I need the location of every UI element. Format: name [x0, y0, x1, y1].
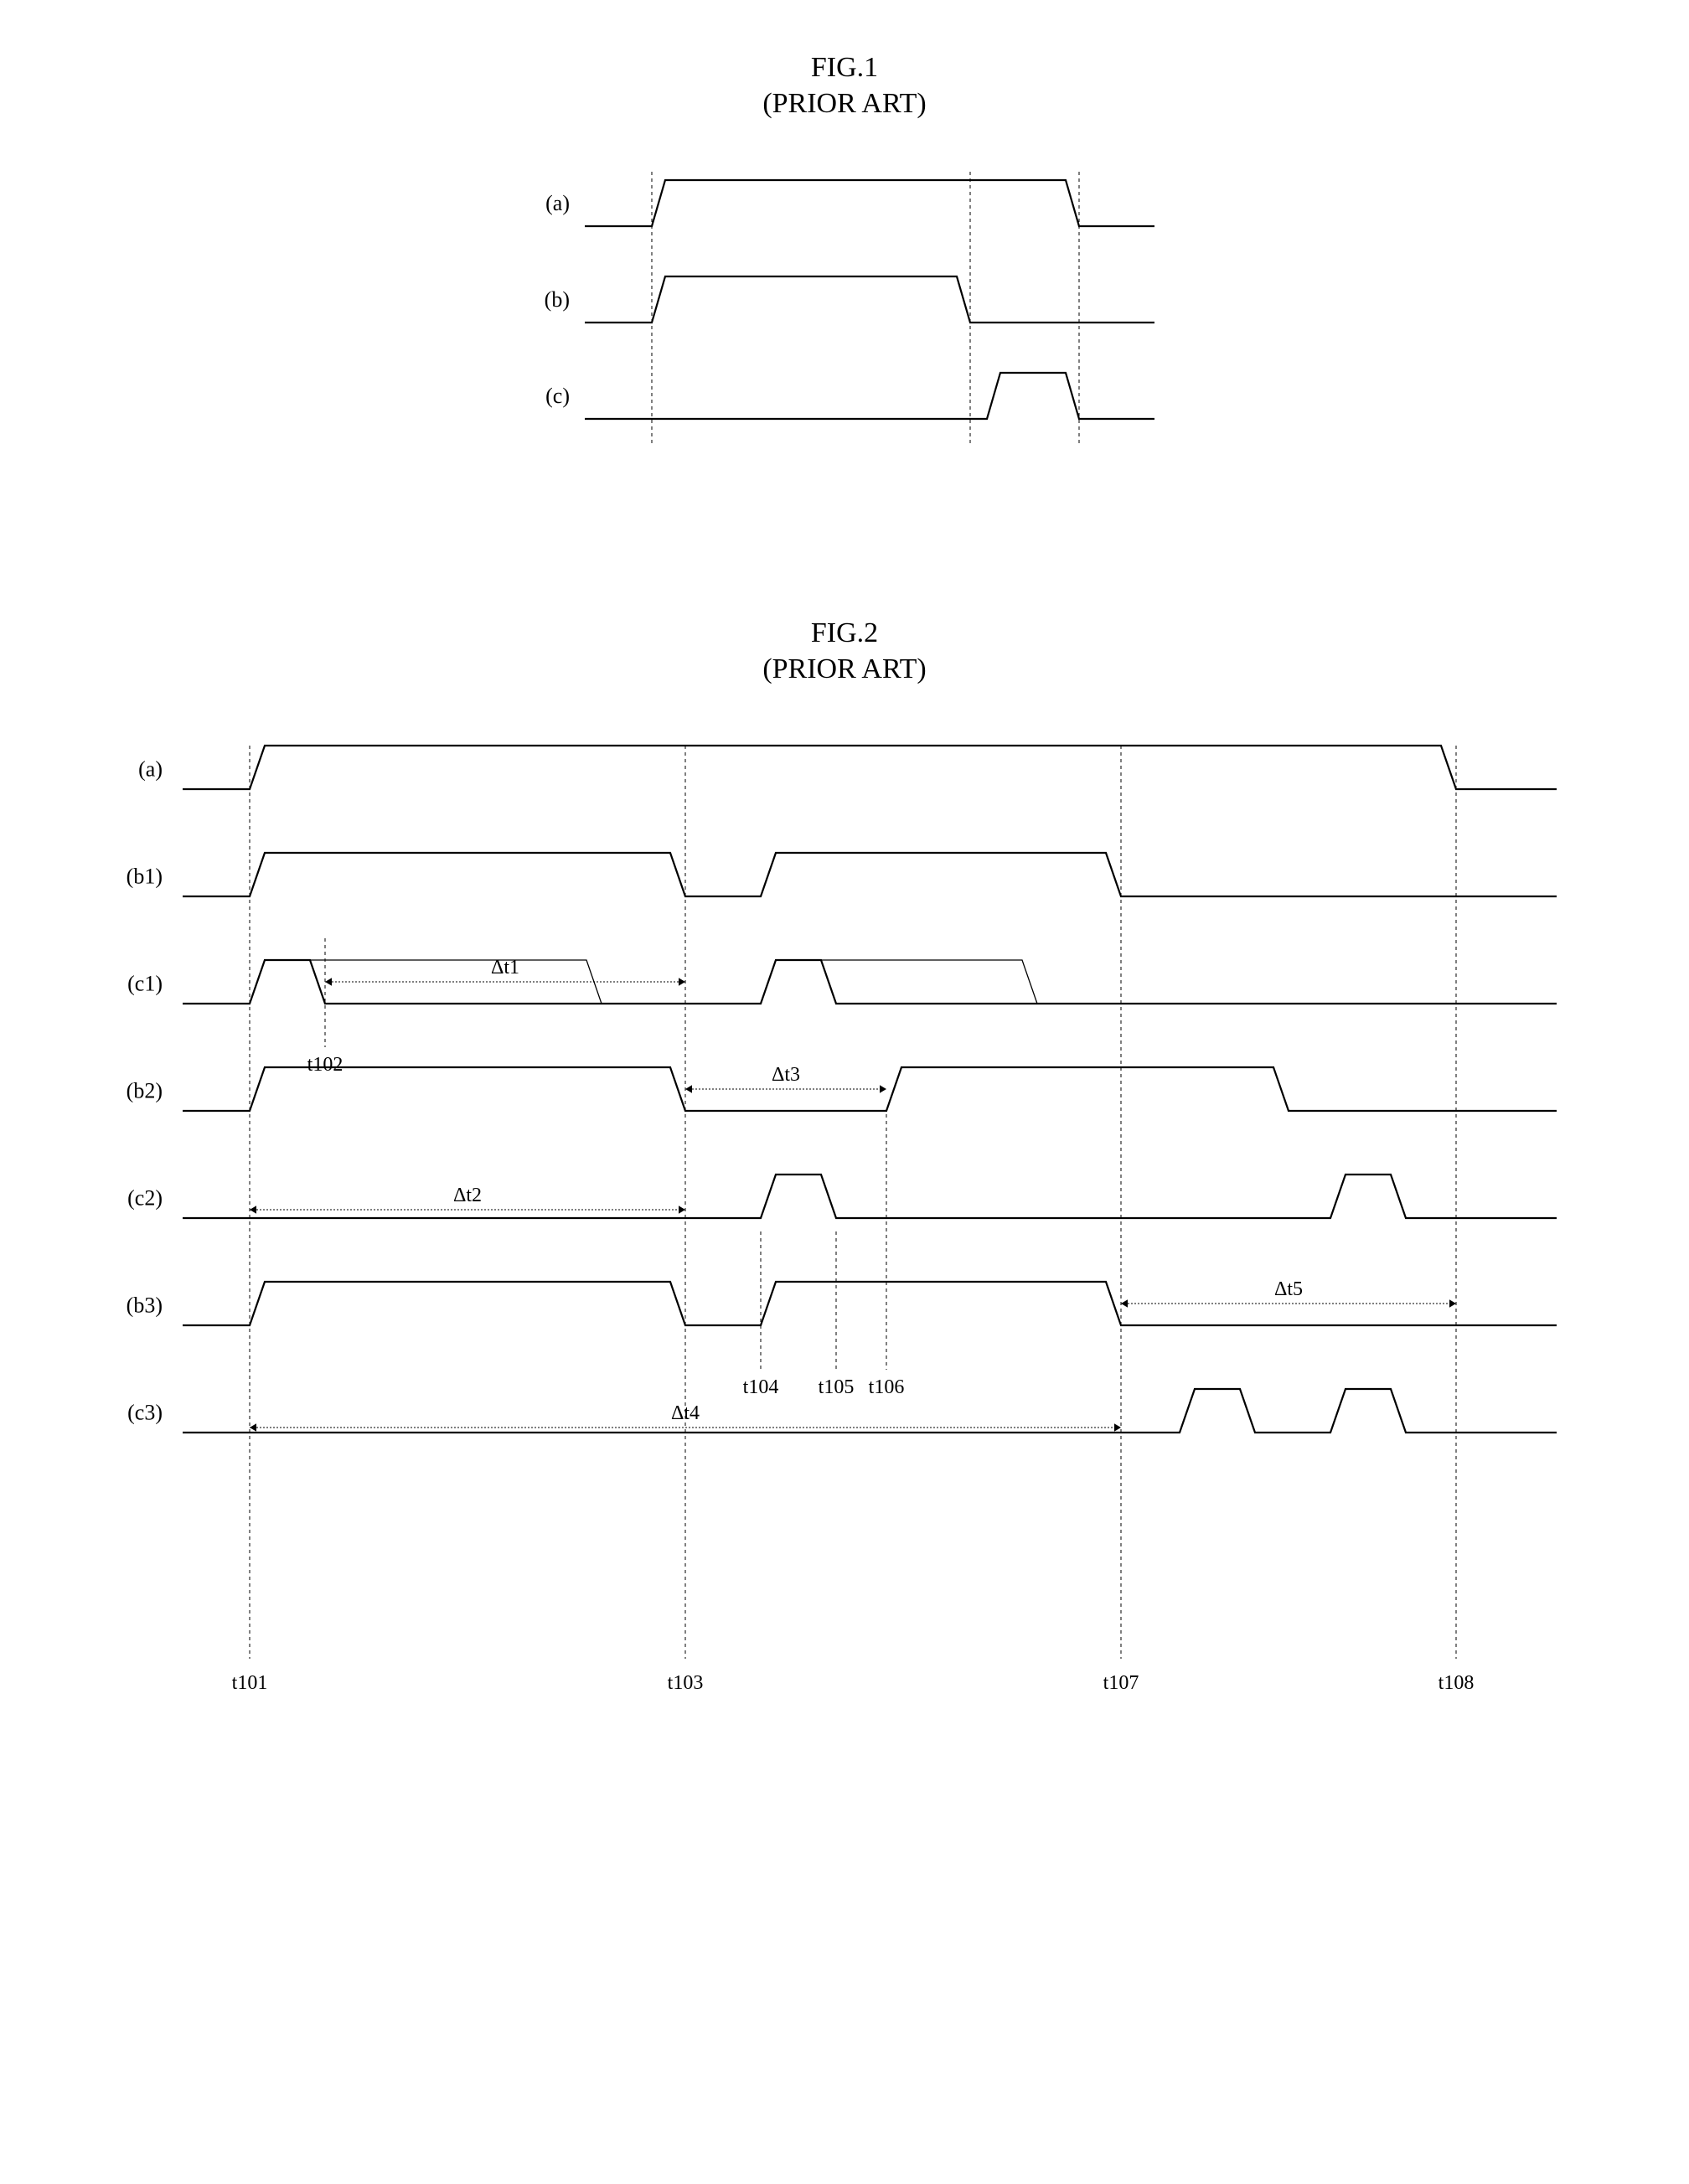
fig2-time-label: t108: [1438, 1672, 1475, 1694]
fig1-diagram: (a) (b) (c): [484, 147, 1205, 465]
fig2-row-label: (c3): [127, 1400, 163, 1424]
fig1-row-label: (c): [545, 384, 570, 408]
fig2-wrap: t101 t103 t107 t108 t102 t104 t105 t106 (a) (b1) (…: [34, 712, 1655, 1734]
fig2-signal: [183, 853, 1557, 896]
fig2-delta-label: Δt3: [772, 1064, 800, 1086]
fig1-title: FIG.1 (PRIOR ART): [34, 50, 1655, 121]
fig2-row-label: (c2): [127, 1185, 163, 1210]
fig2-time-label: t105: [819, 1376, 855, 1398]
fig2-time-label: t107: [1103, 1672, 1139, 1694]
fig1-wrap: (a) (b) (c): [34, 147, 1655, 465]
fig2-delta-label: Δt4: [671, 1402, 700, 1424]
fig2-time-label: t102: [307, 1054, 343, 1076]
fig2-title-line2: (PRIOR ART): [762, 653, 926, 684]
fig2-title: FIG.2 (PRIOR ART): [34, 616, 1655, 687]
fig2-time-label: t101: [232, 1672, 268, 1694]
fig1-signal: [585, 180, 1154, 226]
fig1-signal: [585, 373, 1154, 419]
fig1-row-label: (b): [545, 287, 570, 312]
fig2-row-label: (b2): [127, 1078, 163, 1102]
fig2-signal: [183, 746, 1557, 789]
fig2-row-label: (a): [138, 756, 163, 781]
fig2-time-label: t104: [743, 1376, 779, 1398]
fig2-signal: [183, 1175, 1557, 1218]
fig2-delta-label: Δt5: [1274, 1278, 1303, 1300]
fig1-row-label: (a): [545, 191, 570, 215]
fig2-title-line1: FIG.2: [811, 617, 878, 648]
fig2-row-label: (b3): [127, 1293, 163, 1317]
fig2-time-label: t103: [668, 1672, 704, 1694]
fig2-delta-label: Δt2: [453, 1185, 482, 1206]
fig2-row-label: (c1): [127, 971, 163, 995]
fig2-time-label: t106: [869, 1376, 905, 1398]
fig1-title-line1: FIG.1: [811, 52, 878, 83]
fig1-title-line2: (PRIOR ART): [762, 88, 926, 119]
fig2-delta-label: Δt1: [491, 957, 519, 978]
fig2-diagram: t101 t103 t107 t108 t102 t104 t105 t106 (a) (b1) (…: [82, 712, 1607, 1734]
fig2-row-label: (b1): [127, 864, 163, 888]
fig1-signal: [585, 276, 1154, 323]
